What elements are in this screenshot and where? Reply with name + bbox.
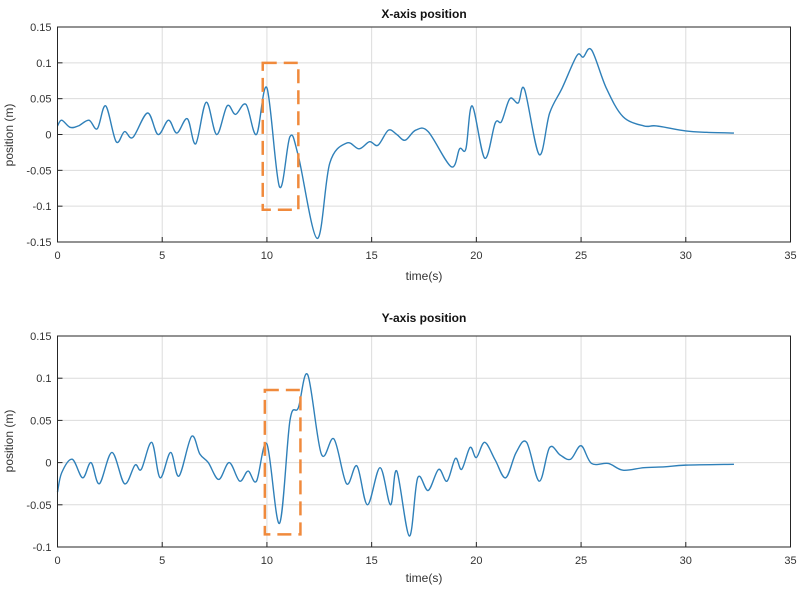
x-tick-label: 25	[575, 555, 587, 567]
y-tick-label: 0.15	[30, 22, 51, 34]
highlight-box	[263, 388, 302, 536]
x-tick-label: 15	[366, 555, 378, 567]
x-tick-label: 0	[54, 555, 60, 567]
y-axis-position-plot: Y-axis position time(s) position (m) 0 5 1…	[2, 311, 797, 585]
plot-area	[57, 336, 791, 547]
x-axis-position-plot: X-axis position time(s) position (m) 0 5 1…	[2, 7, 797, 283]
x-tick-label: 35	[784, 555, 796, 567]
y-tick-label: 0.05	[30, 94, 51, 106]
y-tick-label: -0.1	[33, 542, 52, 554]
highlight-box	[261, 61, 300, 212]
x-tick-label: 10	[261, 555, 273, 567]
y-tick-label: -0.1	[33, 201, 52, 213]
axes-frame	[57, 335, 791, 548]
y-tick-label: 0.05	[30, 415, 51, 427]
x-tick-label: 25	[575, 250, 587, 262]
x-axis-label: time(s)	[406, 571, 443, 585]
y-tick-label: 0.15	[30, 331, 51, 343]
y-tick-label: 0.1	[36, 373, 51, 385]
x-tick-label: 0	[54, 250, 60, 262]
x-tick-label: 5	[159, 250, 165, 262]
y-axis-label: position (m)	[2, 410, 16, 473]
x-tick-label: 20	[470, 250, 482, 262]
chart-title: X-axis position	[381, 7, 466, 21]
x-tick-label: 20	[470, 555, 482, 567]
y-axis-label: position (m)	[2, 104, 16, 167]
x-axis-label: time(s)	[406, 269, 443, 283]
y-tick-label: 0	[45, 130, 51, 142]
axes-frame	[57, 26, 791, 243]
x-tick-label: 5	[159, 555, 165, 567]
y-tick-label: -0.05	[26, 500, 51, 512]
x-tick-label: 15	[366, 250, 378, 262]
y-tick-label: -0.15	[26, 237, 51, 249]
position-series-line	[56, 48, 734, 240]
y-tick-label: 0	[45, 458, 51, 470]
y-tick-label: 0.1	[36, 58, 51, 70]
chart-title: Y-axis position	[382, 311, 467, 325]
position-series-line	[56, 373, 734, 537]
x-tick-label: 30	[680, 555, 692, 567]
x-tick-label: 35	[784, 250, 796, 262]
x-tick-label: 10	[261, 250, 273, 262]
y-tick-label: -0.05	[26, 165, 51, 177]
x-tick-label: 30	[680, 250, 692, 262]
